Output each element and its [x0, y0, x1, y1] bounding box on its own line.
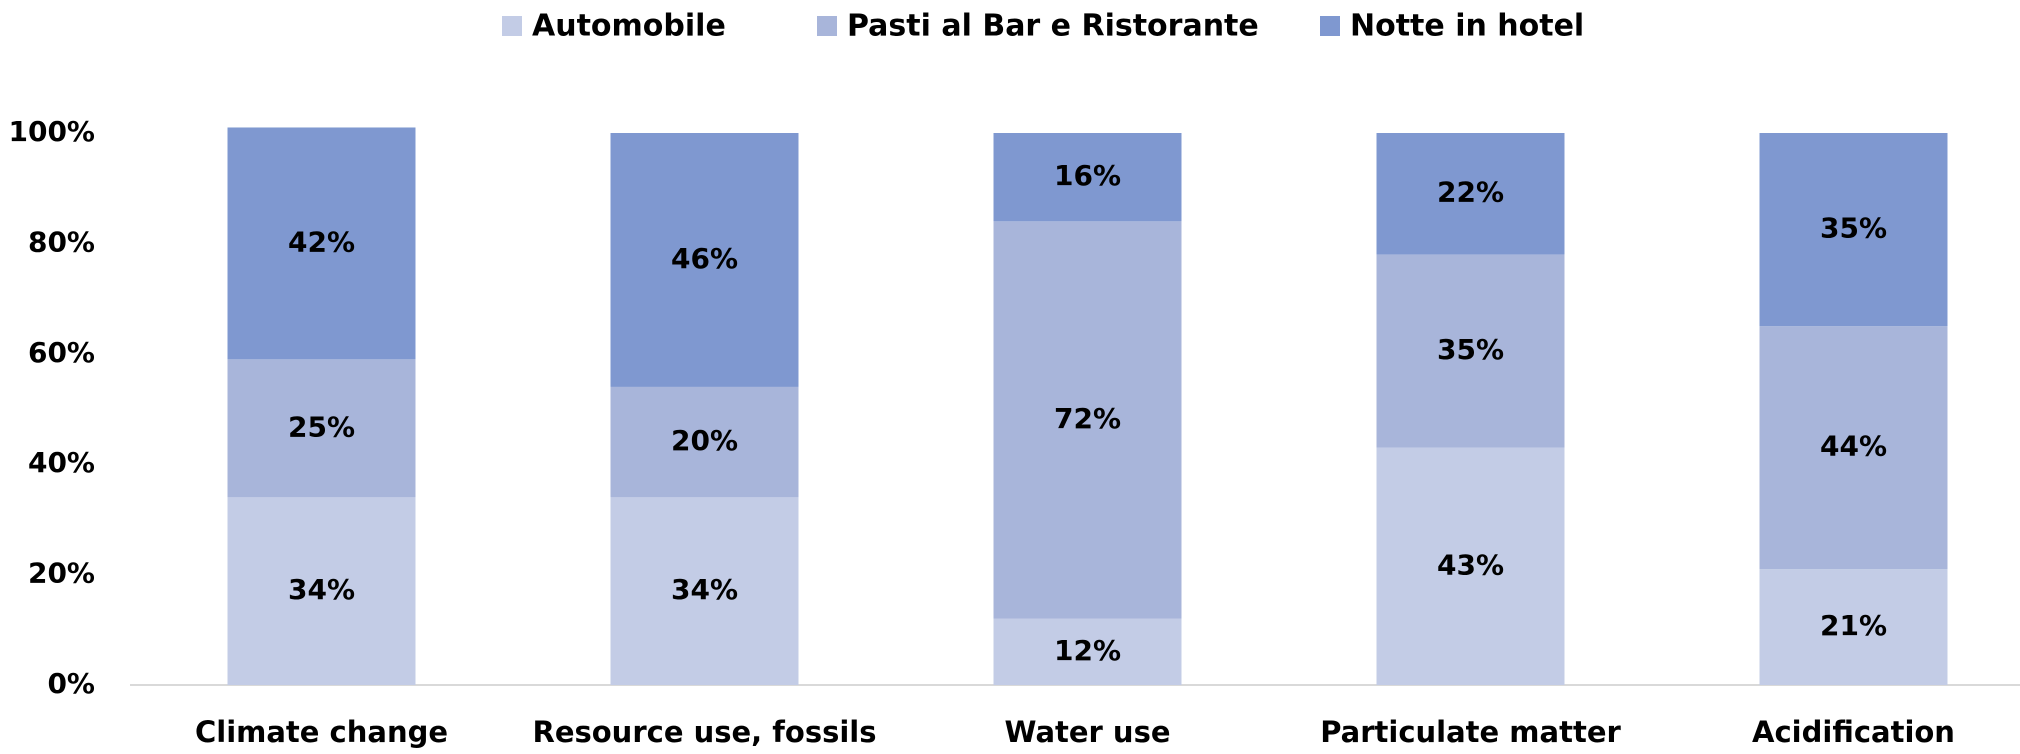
data-label: 21%	[1820, 609, 1887, 642]
data-label: 44%	[1820, 430, 1887, 463]
bar-segment	[610, 497, 799, 685]
y-tick-label: 100%	[8, 115, 95, 148]
bar-segment	[993, 221, 1182, 619]
data-label: 34%	[288, 573, 355, 606]
bar-segment	[993, 133, 1182, 222]
data-label: 16%	[1054, 159, 1121, 192]
bar-segment	[1376, 447, 1565, 685]
x-tick-label: Resource use, fossils	[533, 715, 877, 749]
bar-segment	[610, 386, 799, 498]
x-tick-label: Water use	[1004, 715, 1170, 749]
bar-segment	[1759, 133, 1948, 327]
bar-segment	[227, 359, 416, 498]
x-tick-label: Particulate matter	[1320, 715, 1621, 749]
y-tick-label: 0%	[47, 667, 95, 700]
data-label: 25%	[288, 410, 355, 443]
bar-segment	[1759, 326, 1948, 570]
legend-swatch	[817, 16, 837, 36]
data-label: 43%	[1437, 548, 1504, 581]
bar-segment	[993, 618, 1182, 685]
data-label: 34%	[671, 573, 738, 606]
y-tick-label: 80%	[28, 225, 95, 258]
y-tick-label: 60%	[28, 336, 95, 369]
data-label: 35%	[1820, 212, 1887, 245]
bar-segment	[1376, 254, 1565, 448]
legend-label: Notte in hotel	[1350, 9, 1584, 44]
bar-segment	[1759, 569, 1948, 685]
bar-segment	[227, 497, 416, 685]
legend-swatch	[502, 16, 522, 36]
data-label: 72%	[1054, 402, 1121, 435]
legend-label: Automobile	[532, 9, 726, 44]
legend-swatch	[1320, 16, 1340, 36]
data-label: 22%	[1437, 176, 1504, 209]
y-tick-label: 40%	[28, 446, 95, 479]
y-tick-label: 20%	[28, 557, 95, 590]
data-label: 42%	[288, 225, 355, 258]
data-label: 12%	[1054, 634, 1121, 667]
x-tick-label: Acidification	[1752, 715, 1955, 749]
bar-segment	[610, 133, 799, 387]
legend-label: Pasti al Bar e Ristorante	[847, 9, 1259, 44]
data-label: 46%	[671, 242, 738, 275]
data-label: 35%	[1437, 333, 1504, 366]
bar-segment	[227, 127, 416, 360]
x-tick-label: Climate change	[195, 715, 448, 749]
data-label: 20%	[671, 424, 738, 457]
bar-segment	[1376, 133, 1565, 255]
